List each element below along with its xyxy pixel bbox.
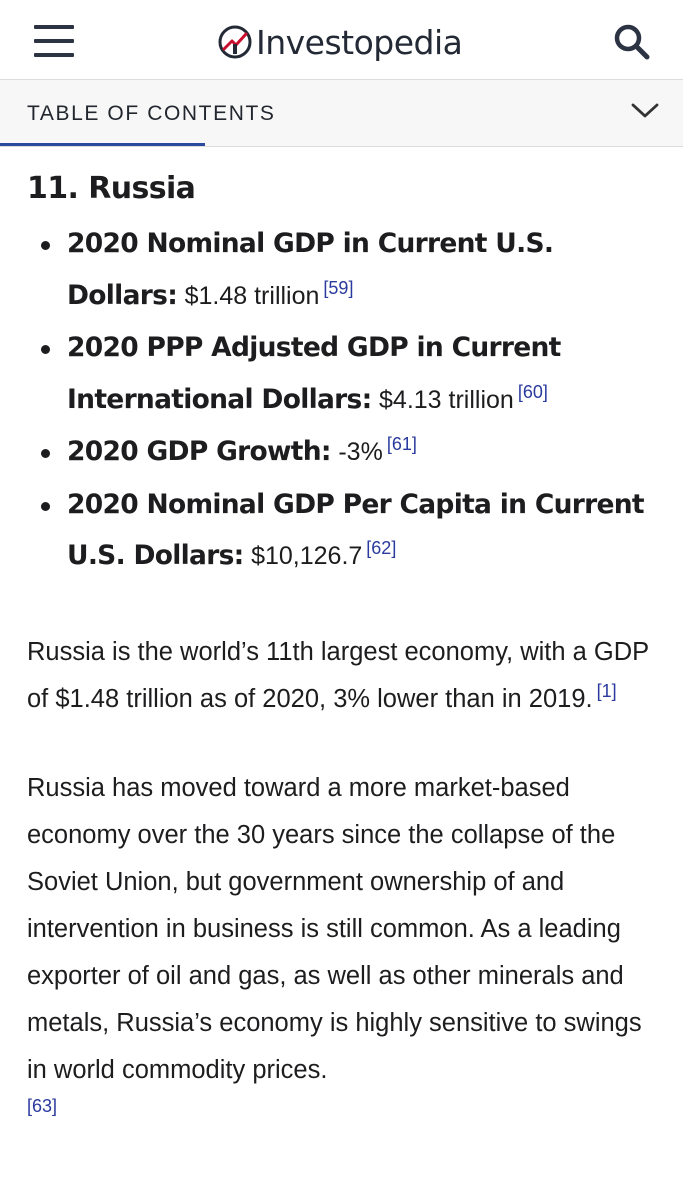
chevron-down-icon[interactable] (630, 100, 660, 120)
brand-name: Investopedia (256, 22, 463, 62)
section-title: 11. Russia (27, 171, 196, 206)
list-item: 2020 Nominal GDP Per Capita in Current U… (27, 479, 662, 583)
stat-value: $4.13 trillion (379, 385, 514, 414)
investopedia-logo[interactable]: Investopedia (218, 20, 463, 64)
stat-label: 2020 Nominal GDP Per Capita in Current U… (67, 488, 645, 572)
reference-link[interactable]: [1] (596, 681, 617, 701)
toc-active-underline (0, 143, 205, 146)
reference-link[interactable]: [63] (27, 1095, 58, 1116)
paragraph-text: Russia has moved toward a more market-ba… (27, 773, 642, 1084)
hamburger-menu-icon[interactable] (34, 25, 74, 57)
reference-link[interactable]: [62] (366, 538, 397, 558)
stat-value: -3% (338, 438, 383, 466)
stat-value: $1.48 trillion (184, 281, 320, 310)
paragraph: Russia is the world’s 11th largest econo… (27, 629, 662, 723)
reference-link[interactable]: [60] (517, 381, 548, 402)
reference-link[interactable]: [59] (323, 277, 354, 298)
reference-link[interactable]: [61] (386, 434, 417, 454)
investopedia-logo-mark-icon (218, 25, 252, 59)
paragraph-text: Russia is the world’s 11th largest econo… (27, 637, 649, 713)
paragraph: Russia has moved toward a more market-ba… (27, 765, 662, 1094)
stat-label: 2020 GDP Growth: (67, 436, 332, 467)
list-item: 2020 GDP Growth: -3% [61] (27, 426, 662, 479)
gdp-stats-list: 2020 Nominal GDP in Current U.S. Dollars… (27, 218, 662, 583)
toc-label: TABLE OF CONTENTS (27, 102, 276, 125)
article-content: 11. Russia 2020 Nominal GDP in Current U… (27, 165, 662, 1117)
search-icon[interactable] (612, 22, 652, 62)
stat-value: $10,126.7 (251, 542, 363, 570)
stat-label: 2020 Nominal GDP in Current U.S. Dollars… (67, 228, 554, 311)
list-item: 2020 Nominal GDP in Current U.S. Dollars… (27, 218, 662, 322)
site-header: Investopedia (0, 0, 683, 80)
list-item: 2020 PPP Adjusted GDP in Current Interna… (27, 322, 662, 426)
table-of-contents-toggle[interactable]: TABLE OF CONTENTS (0, 80, 683, 147)
stat-label: 2020 PPP Adjusted GDP in Current Interna… (67, 332, 561, 415)
